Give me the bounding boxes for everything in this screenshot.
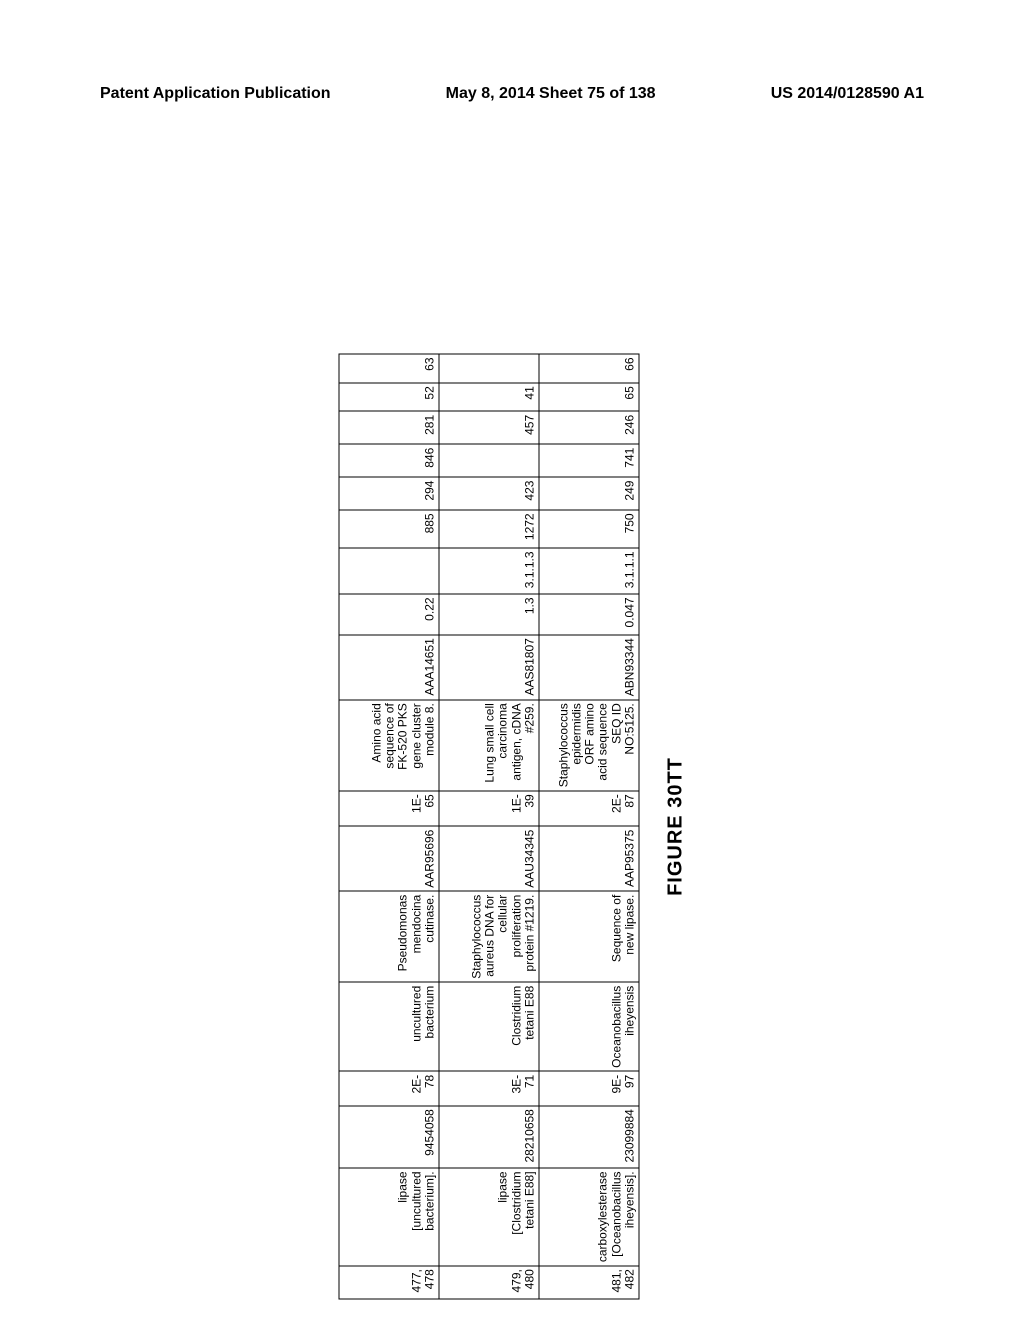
cell-org: Clostridium tetani E88 [439,982,539,1071]
cell-acc2: AAA14651 [339,635,439,700]
cell-name: lipase [Clostridium tetani E88] [439,1168,539,1266]
cell-desc1: Pseudomonas mendocina cutinase. [339,891,439,982]
cell-name: carboxylesterase [Oceanobacillus iheyens… [539,1168,639,1266]
table-row: 479, 480 lipase [Clostridium tetani E88]… [439,354,539,1299]
cell-gi: 28210658 [439,1106,539,1168]
cell-desc2: Staphylococcus epidermidis ORF amino aci… [539,700,639,791]
cell-gi: 23099884 [539,1106,639,1168]
cell-ec: 3.1.1.3 [439,548,539,594]
cell-n2: 249 [539,477,639,510]
cell-n1: 750 [539,510,639,548]
cell-acc2: AAS81807 [439,635,539,700]
cell-eval2: 1E-65 [339,791,439,826]
cell-n2: 423 [439,477,539,510]
cell-acc1: AAU34345 [439,826,539,891]
cell-name: lipase [uncultured bacterium]. [339,1168,439,1266]
cell-ids: 477, 478 [339,1266,439,1299]
cell-n1: 1272 [439,510,539,548]
cell-ids: 481, 482 [539,1266,639,1299]
cell-gi: 9454058 [339,1106,439,1168]
cell-n3: 846 [339,444,439,477]
cell-n6: 63 [339,354,439,383]
cell-desc1: Staphylococcus aureus DNA for cellular p… [439,891,539,982]
cell-n5: 65 [539,383,639,412]
cell-desc2: Lung small cell carcinoma antigen, cDNA … [439,700,539,791]
cell-eval1: 3E-71 [439,1071,539,1105]
cell-org: uncultured bacterium [339,982,439,1071]
cell-acc2: ABN93344 [539,635,639,700]
cell-desc2: Amino acid sequence of FK-520 PKS gene c… [339,700,439,791]
cell-n6 [439,354,539,383]
cell-val1: 0.047 [539,594,639,635]
cell-ec [339,548,439,594]
header-right: US 2014/0128590 A1 [771,85,924,103]
header-left: Patent Application Publication [100,85,331,103]
page-header: Patent Application Publication May 8, 20… [0,85,1024,103]
cell-acc1: AAP95375 [539,826,639,891]
cell-n6: 66 [539,354,639,383]
cell-desc1: Sequence of new lipase. [539,891,639,982]
table-row: 481, 482 carboxylesterase [Oceanobacillu… [539,354,639,1299]
cell-val1: 1.3 [439,594,539,635]
header-center: May 8, 2014 Sheet 75 of 138 [446,85,656,103]
cell-ids: 479, 480 [439,1266,539,1299]
table-row: 477, 478 lipase [uncultured bacterium]. … [339,354,439,1299]
figure-area: 477, 478 lipase [uncultured bacterium]. … [100,180,920,1130]
cell-n5: 52 [339,383,439,412]
cell-n4: 246 [539,411,639,444]
cell-n2: 294 [339,477,439,510]
cell-n3: 741 [539,444,639,477]
cell-eval1: 9E-97 [539,1071,639,1105]
cell-org: Oceanobacillus iheyensis [539,982,639,1071]
cell-val1: 0.22 [339,594,439,635]
cell-n4: 281 [339,411,439,444]
data-table: 477, 478 lipase [uncultured bacterium]. … [339,354,640,1300]
cell-eval1: 2E-78 [339,1071,439,1105]
cell-acc1: AAR95696 [339,826,439,891]
figure-label: FIGURE 30TT [665,354,688,1300]
cell-n3 [439,444,539,477]
cell-ec: 3.1.1.1 [539,548,639,594]
cell-n1: 885 [339,510,439,548]
cell-n5: 41 [439,383,539,412]
rotated-content: 477, 478 lipase [uncultured bacterium]. … [339,354,688,1300]
cell-eval2: 1E-39 [439,791,539,826]
cell-n4: 457 [439,411,539,444]
cell-eval2: 2E-87 [539,791,639,826]
